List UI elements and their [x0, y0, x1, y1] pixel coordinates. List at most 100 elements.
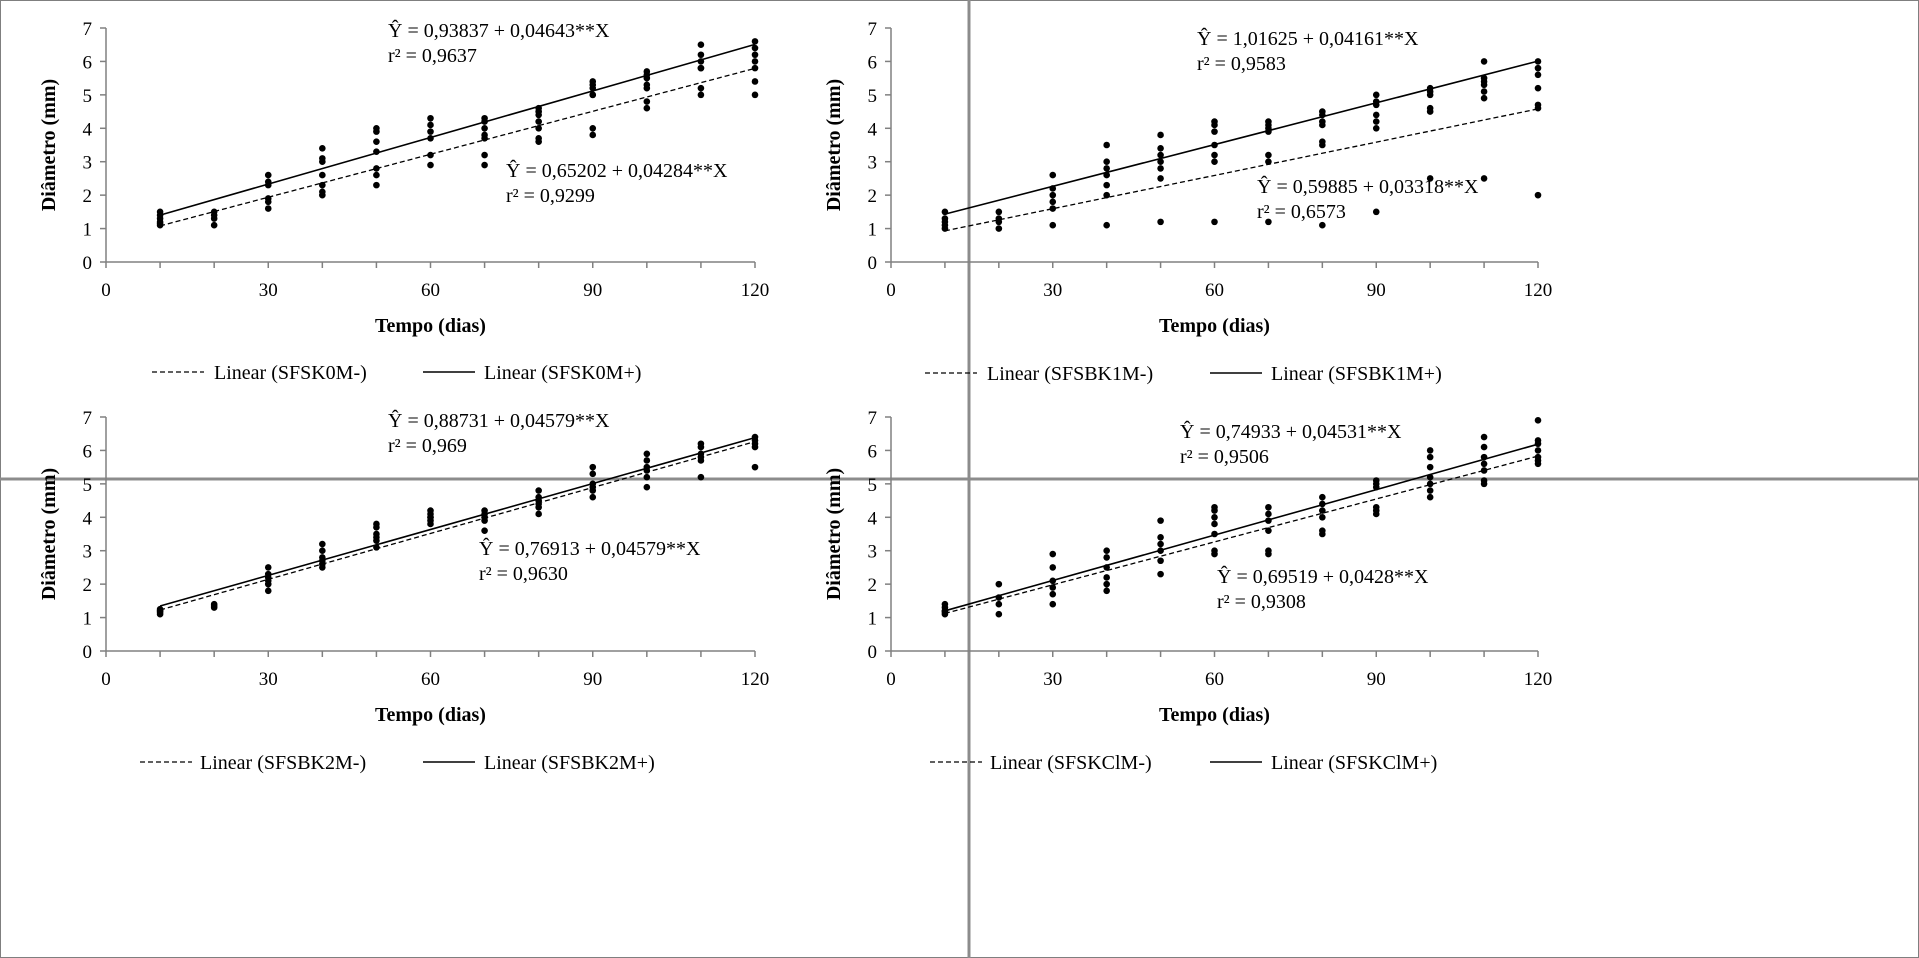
data-point — [697, 58, 705, 65]
data-point — [589, 91, 597, 99]
data-point — [1211, 218, 1218, 226]
data-point — [481, 507, 488, 514]
r2-minus: r² = 0,9299 — [506, 185, 595, 207]
y-tick-label: 2 — [83, 575, 93, 596]
data-point — [1157, 165, 1164, 172]
data-point — [264, 564, 272, 571]
data-point — [1157, 557, 1164, 565]
data-point — [1157, 534, 1164, 541]
y-axis-title: Diâmetro (mm) — [823, 468, 845, 600]
data-point — [1157, 158, 1164, 166]
data-point — [427, 151, 434, 159]
data-point — [481, 124, 488, 132]
data-point — [1049, 577, 1057, 585]
y-tick-label: 4 — [83, 119, 93, 140]
x-axis-title: Tempo (dias) — [375, 315, 486, 337]
data-point — [1049, 221, 1057, 229]
data-point — [1426, 473, 1434, 481]
y-tick-label: 4 — [868, 119, 878, 140]
data-point — [1049, 171, 1057, 179]
y-tick-label: 0 — [83, 253, 93, 274]
data-point — [1534, 453, 1542, 461]
data-point — [1157, 131, 1164, 139]
x-tick-label: 30 — [259, 669, 278, 690]
data-point — [1049, 584, 1057, 591]
y-tick-label: 5 — [83, 86, 93, 107]
data-point — [643, 450, 651, 458]
data-point — [1319, 500, 1326, 508]
data-point — [1480, 477, 1488, 484]
data-point — [751, 78, 759, 85]
data-point — [1426, 463, 1434, 471]
data-point — [427, 114, 434, 122]
data-point — [373, 530, 380, 538]
data-point — [481, 131, 488, 139]
data-point — [427, 121, 434, 129]
data-point — [481, 161, 488, 169]
x-tick-label: 30 — [1043, 669, 1062, 690]
data-point — [1372, 91, 1380, 99]
data-point — [210, 221, 218, 229]
data-point — [643, 463, 651, 471]
y-tick-label: 7 — [868, 408, 878, 429]
equation-plus: Ŷ = 1,01625 + 0,04161**X — [1197, 27, 1419, 50]
data-point — [1372, 98, 1380, 105]
trendline-solid — [159, 436, 756, 607]
data-point — [1426, 493, 1434, 501]
data-point — [210, 208, 218, 216]
data-point — [697, 91, 705, 99]
legend: Linear (SFSBK1M-) Linear (SFSBK1M+) — [925, 363, 1442, 385]
data-point — [1103, 158, 1110, 166]
x-tick-label: 0 — [101, 669, 111, 690]
data-point — [751, 91, 759, 99]
data-point — [995, 610, 1003, 618]
trendline-dashed — [159, 440, 756, 611]
data-point — [751, 433, 759, 441]
y-tick-label: 3 — [83, 153, 93, 174]
x-axis-title: Tempo (dias) — [375, 704, 486, 726]
data-point — [427, 128, 434, 135]
data-point — [1157, 570, 1164, 578]
x-axis-title: Tempo (dias) — [1159, 704, 1270, 726]
data-point — [941, 215, 949, 222]
data-point — [1211, 141, 1218, 149]
data-point — [589, 470, 597, 478]
legend-label-dashed: Linear (SFSKClM-) — [990, 752, 1152, 774]
data-point — [1534, 64, 1542, 72]
equation-minus: Ŷ = 0,76913 + 0,04579**X — [479, 537, 701, 560]
y-tick-label: 7 — [83, 19, 93, 40]
r2-plus: r² = 0,969 — [388, 435, 467, 457]
data-point — [535, 510, 542, 518]
data-point — [1534, 58, 1542, 65]
data-point — [643, 81, 651, 89]
data-point — [589, 493, 597, 501]
data-point — [1534, 191, 1542, 199]
data-point — [589, 480, 597, 488]
data-point — [1480, 74, 1488, 82]
data-point — [1319, 118, 1326, 125]
data-point — [535, 118, 542, 125]
data-point — [1426, 480, 1434, 488]
data-point — [319, 155, 326, 162]
x-axis-title: Tempo (dias) — [1159, 315, 1270, 337]
data-point — [1211, 513, 1218, 521]
x-tick-label: 90 — [1367, 280, 1386, 301]
data-point — [643, 98, 651, 105]
trendline-solid — [159, 43, 756, 216]
data-point — [1480, 88, 1488, 95]
data-point — [1426, 104, 1434, 112]
trendline-solid — [944, 60, 1539, 215]
data-point — [373, 520, 380, 528]
x-tick-label: 0 — [886, 280, 896, 301]
data-point — [1372, 208, 1380, 216]
data-point — [1372, 118, 1380, 125]
data-point — [1319, 513, 1326, 521]
legend: Linear (SFSBK2M-) Linear (SFSBK2M+) — [140, 752, 655, 774]
data-point — [535, 124, 542, 132]
x-tick-label: 60 — [421, 669, 440, 690]
data-point — [1103, 165, 1110, 172]
data-point — [1157, 517, 1164, 524]
data-point — [1265, 503, 1272, 511]
data-point — [751, 44, 759, 52]
data-point — [1211, 547, 1218, 555]
